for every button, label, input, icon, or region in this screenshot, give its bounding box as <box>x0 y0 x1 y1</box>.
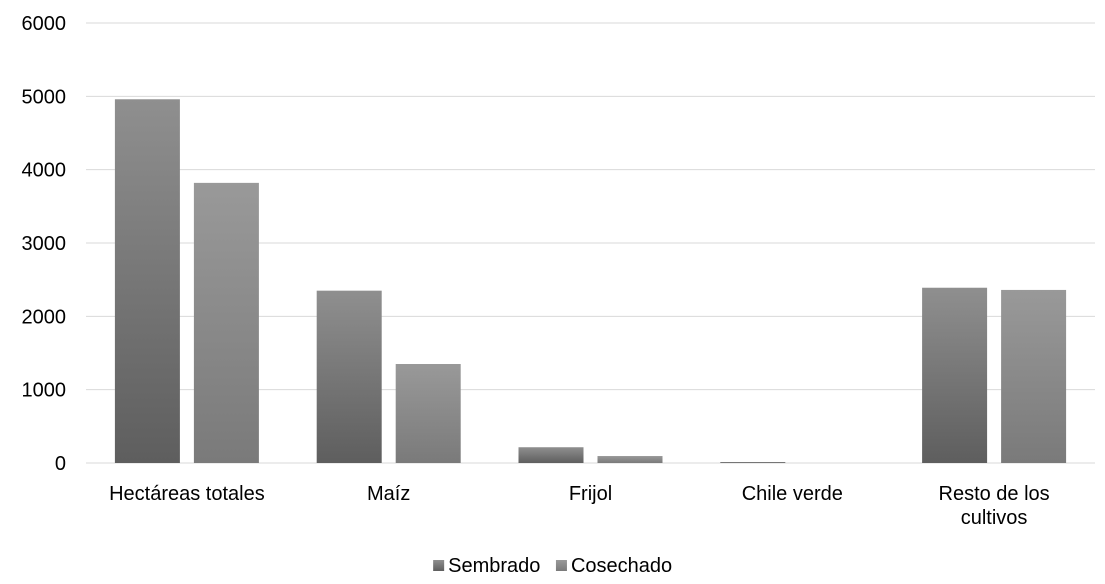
bar-sembrado-4 <box>922 287 988 463</box>
y-tick-label: 0 <box>55 453 66 475</box>
y-tick-label: 2000 <box>22 306 67 328</box>
y-tick-label: 3000 <box>22 233 67 255</box>
x-category-label: Hectáreas totales <box>109 483 265 505</box>
bar-cosechado-4 <box>1001 289 1067 463</box>
bar-sembrado-2 <box>518 447 584 463</box>
bars <box>114 99 1067 464</box>
bar-sembrado-3 <box>720 462 786 463</box>
legend-label: Cosechado <box>571 555 672 577</box>
legend-swatch <box>433 560 445 571</box>
legend-item-cosechado: Cosechado <box>555 555 672 577</box>
y-axis-ticks: 0 1000 2000 3000 4000 5000 6000 <box>22 13 67 475</box>
x-category-label: Chile verde <box>742 483 843 505</box>
bar-cosechado-0 <box>193 182 259 463</box>
legend-item-sembrado: Sembrado <box>433 555 540 577</box>
y-tick-label: 5000 <box>22 86 67 108</box>
x-axis-labels: Hectáreas totales Maíz Frijol Chile verde Re… <box>109 483 1050 529</box>
y-tick-label: 1000 <box>22 380 67 402</box>
legend: Sembrado Cosechado <box>433 555 672 577</box>
y-tick-label: 6000 <box>22 13 67 35</box>
bar-cosechado-1 <box>395 364 461 463</box>
legend-swatch <box>555 560 567 571</box>
bar-sembrado-1 <box>316 290 382 463</box>
x-category-label: Resto de los cultivos <box>939 483 1050 529</box>
bar-cosechado-2 <box>597 456 663 463</box>
bar-sembrado-0 <box>114 99 180 464</box>
y-tick-label: 4000 <box>22 160 67 182</box>
x-category-label: Frijol <box>569 483 612 505</box>
legend-label: Sembrado <box>448 555 540 577</box>
x-category-label: Maíz <box>367 483 410 505</box>
